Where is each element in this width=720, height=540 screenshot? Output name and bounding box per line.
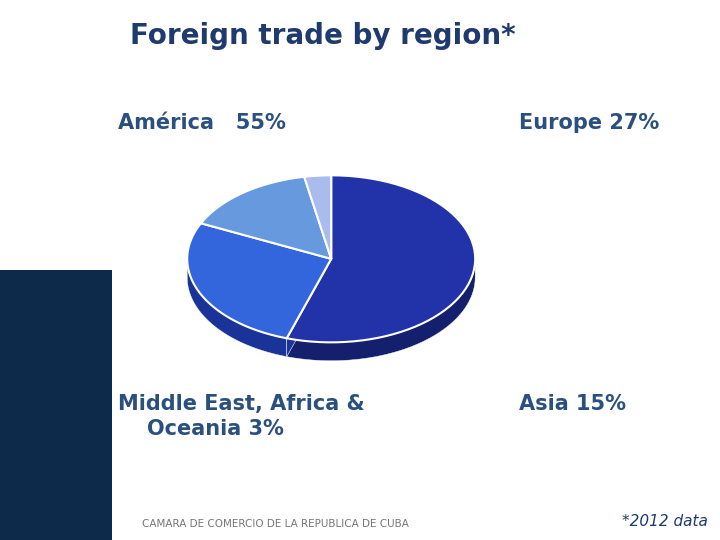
Polygon shape <box>287 259 331 356</box>
Polygon shape <box>305 176 331 259</box>
Polygon shape <box>287 176 475 342</box>
Bar <box>0 270 112 540</box>
Text: América   55%: América 55% <box>117 113 286 133</box>
Polygon shape <box>201 177 331 259</box>
Text: CAMARA DE COMERCIO DE LA REPUBLICA DE CUBA: CAMARA DE COMERCIO DE LA REPUBLICA DE CU… <box>142 519 409 529</box>
Polygon shape <box>187 223 331 338</box>
Polygon shape <box>287 259 475 361</box>
Text: Asia 15%: Asia 15% <box>519 394 626 414</box>
Text: Foreign trade by region*: Foreign trade by region* <box>130 22 516 50</box>
Text: Europe 27%: Europe 27% <box>519 113 660 133</box>
Polygon shape <box>187 259 287 356</box>
Polygon shape <box>287 259 331 356</box>
Text: *2012 data: *2012 data <box>622 514 708 529</box>
Text: Middle East, Africa &
    Oceania 3%: Middle East, Africa & Oceania 3% <box>117 394 364 439</box>
